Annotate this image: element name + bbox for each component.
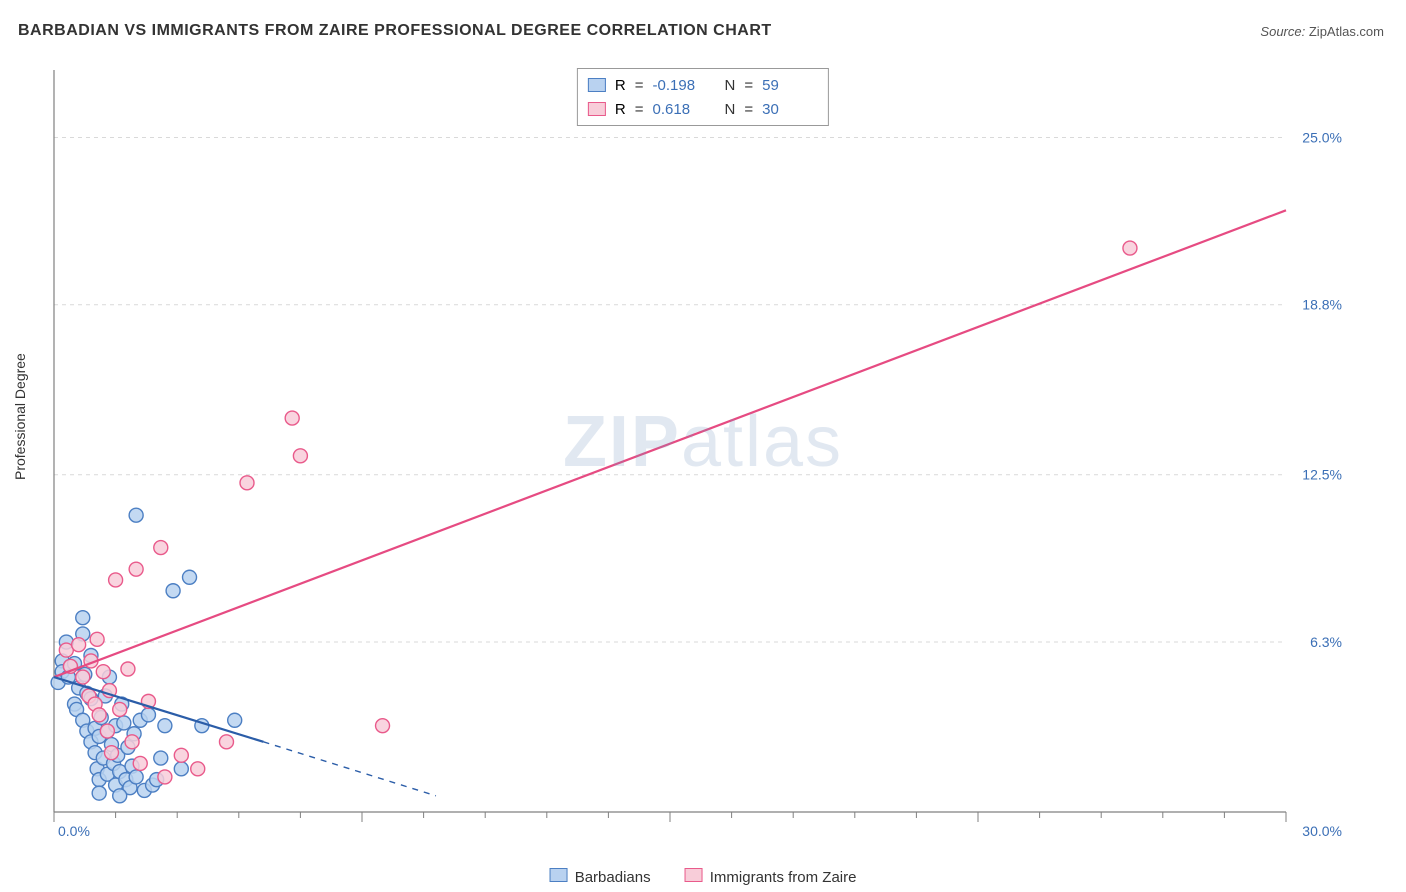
legend-item-series1: Barbadians [550, 868, 651, 886]
svg-text:25.0%: 25.0% [1302, 129, 1342, 145]
stat-n-label: N [725, 101, 736, 118]
legend-label-series2: Immigrants from Zaire [710, 869, 857, 886]
equals-sign: = [635, 101, 644, 118]
y-axis-label: Professional Degree [12, 353, 28, 480]
chart-title: BARBADIAN VS IMMIGRANTS FROM ZAIRE PROFE… [18, 22, 772, 40]
stat-r-label: R [615, 77, 626, 94]
svg-text:30.0%: 30.0% [1302, 823, 1342, 839]
equals-sign: = [744, 101, 753, 118]
equals-sign: = [635, 77, 644, 94]
stat-r-label: R [615, 101, 626, 118]
svg-text:18.8%: 18.8% [1302, 297, 1342, 313]
swatch-series2 [588, 102, 606, 116]
stat-n-label: N [725, 77, 736, 94]
svg-text:12.5%: 12.5% [1302, 467, 1342, 483]
source-attribution: Source: ZipAtlas.com [1260, 24, 1384, 39]
stat-r-value-1: -0.198 [653, 77, 709, 94]
swatch-series2-bottom [685, 868, 703, 882]
legend-label-series1: Barbadians [575, 869, 651, 886]
stats-row-series2: R = 0.618 N = 30 [588, 97, 818, 121]
swatch-series1 [588, 78, 606, 92]
source-value: ZipAtlas.com [1309, 24, 1384, 39]
stats-legend: R = -0.198 N = 59 R = 0.618 N = 30 [577, 68, 829, 126]
svg-text:6.3%: 6.3% [1310, 634, 1342, 650]
stat-n-value-1: 59 [762, 77, 818, 94]
stat-n-value-2: 30 [762, 101, 818, 118]
legend-item-series2: Immigrants from Zaire [685, 868, 857, 886]
stats-row-series1: R = -0.198 N = 59 [588, 73, 818, 97]
svg-text:0.0%: 0.0% [58, 823, 90, 839]
source-label: Source: [1260, 24, 1305, 39]
chart-area: 6.3% 12.5% 18.8% 25.0% 0.0% 30.0% [48, 62, 1358, 852]
stat-r-value-2: 0.618 [653, 101, 709, 118]
scatter-plot-svg: 6.3% 12.5% 18.8% 25.0% 0.0% 30.0% [48, 62, 1358, 852]
equals-sign: = [744, 77, 753, 94]
bottom-legend: Barbadians Immigrants from Zaire [550, 868, 857, 886]
swatch-series1-bottom [550, 868, 568, 882]
